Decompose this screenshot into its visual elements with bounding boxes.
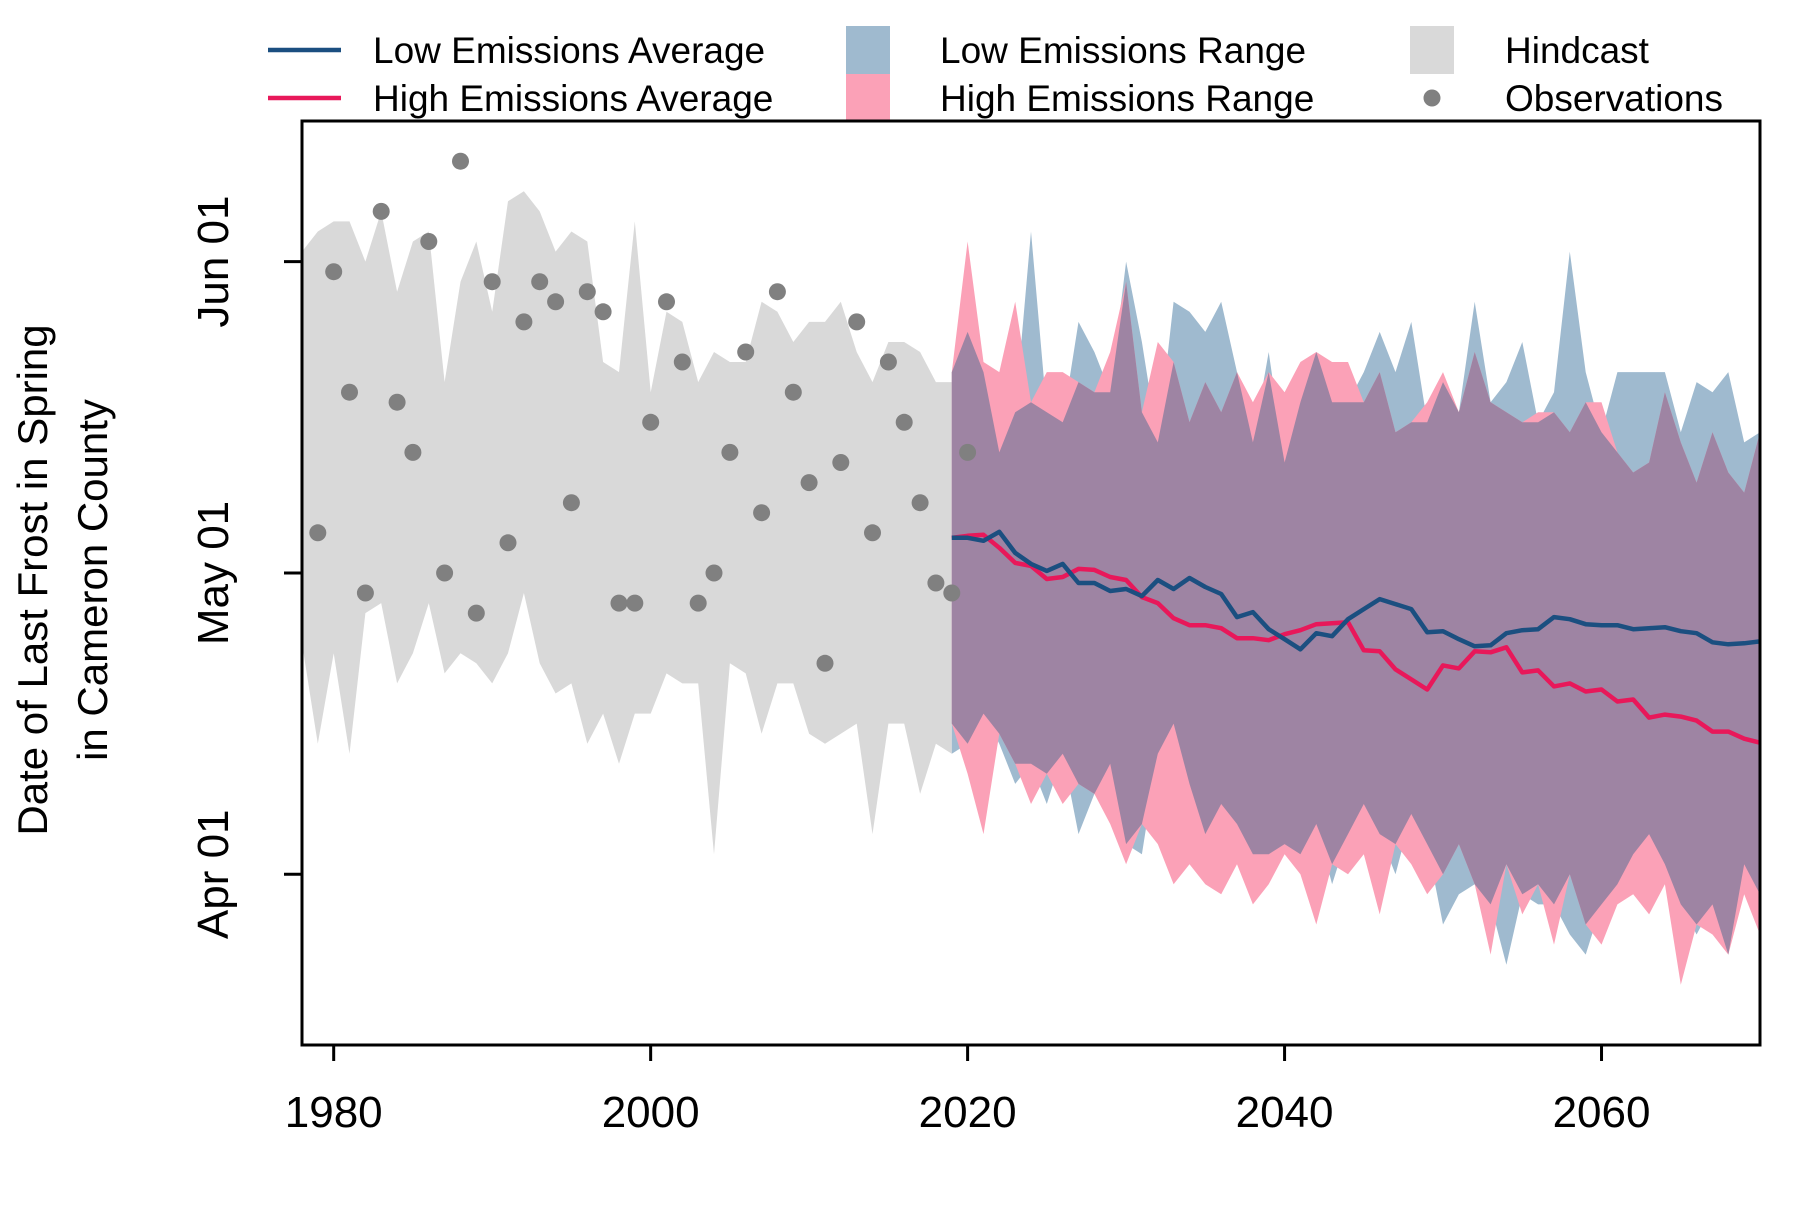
observation-point: [309, 524, 327, 542]
observation-point: [404, 443, 422, 461]
x-tick-label: 2040: [1236, 1088, 1334, 1137]
observation-point: [848, 313, 866, 331]
observation-point: [356, 584, 374, 602]
observation-point: [832, 454, 850, 471]
observation-point: [879, 353, 897, 371]
plot-fills: [302, 191, 1760, 985]
observation-point: [341, 383, 358, 401]
observation-point: [737, 343, 755, 361]
observation-point: [562, 494, 580, 512]
legend-label-hindcast: Hindcast: [1505, 30, 1650, 71]
observation-point: [578, 283, 596, 301]
observation-point: [768, 283, 786, 301]
observation-point: [895, 413, 913, 431]
legend-symbol-observations: [1423, 89, 1441, 107]
observation-point: [610, 594, 628, 612]
legend-symbol-hindcast: [1410, 26, 1454, 74]
observation-point: [531, 273, 549, 291]
observation-points: [309, 152, 977, 672]
legend-symbol-low-emissions-range: [846, 26, 890, 74]
observation-point: [705, 564, 723, 582]
x-tick-label: 2000: [602, 1088, 700, 1137]
x-tick-label: 1980: [285, 1088, 383, 1137]
y-axis-title-line-1: Date of Last Frost in Spring: [9, 324, 56, 835]
observation-point: [800, 474, 818, 492]
legend-label-low-emissions-range: Low Emissions Range: [940, 30, 1306, 71]
legend: Low Emissions Average High Emissions Aver…: [268, 26, 1723, 122]
high-emissions-average-line: [951, 532, 1760, 745]
observation-point: [784, 383, 802, 401]
observation-point: [721, 443, 739, 461]
legend-label-observations: Observations: [1505, 78, 1723, 119]
observation-point: [864, 524, 881, 542]
x-tick-label: 2020: [919, 1088, 1017, 1137]
observation-point: [515, 313, 533, 331]
observation-point: [452, 152, 469, 170]
observation-point: [689, 594, 707, 612]
observation-point: [499, 534, 517, 552]
y-tick-label: Jun 01: [189, 196, 238, 328]
x-tick-label: 2060: [1553, 1088, 1651, 1137]
hindcast-range-band: [302, 191, 952, 855]
legend-label-high-emissions-average: High Emissions Average: [373, 78, 773, 119]
observation-point: [547, 293, 565, 311]
observation-point: [642, 413, 660, 431]
observation-point: [753, 504, 771, 522]
observation-point: [388, 393, 406, 411]
observation-point: [420, 233, 438, 250]
observation-point: [816, 654, 834, 672]
observation-point: [927, 574, 945, 592]
observation-point: [483, 273, 501, 291]
y-tick-label: May 01: [189, 501, 238, 645]
y-axis-title-line-2: in Cameron County: [69, 399, 116, 761]
x-axis: 1980 2000 2020 2040 2060: [285, 1043, 1651, 1137]
low-emissions-average-line: [951, 529, 1760, 652]
observation-point: [594, 303, 612, 321]
y-tick-label: Apr 01: [189, 809, 238, 939]
observation-point: [943, 584, 961, 602]
observation-point: [959, 443, 977, 461]
observation-point: [658, 293, 675, 311]
plot-lines: [951, 529, 1760, 745]
observation-point: [911, 494, 929, 512]
observation-point: [626, 594, 644, 612]
observation-point: [372, 202, 390, 220]
observation-point: [673, 353, 691, 371]
legend-symbol-high-emissions-range: [846, 74, 890, 122]
legend-label-low-emissions-average: Low Emissions Average: [373, 30, 765, 71]
emissions-range-overlap-band: [951, 281, 1760, 955]
y-axis: Apr 01 May 01 Jun 01: [189, 196, 304, 939]
observation-point: [436, 564, 454, 582]
observation-point: [467, 604, 485, 622]
legend-label-high-emissions-range: High Emissions Range: [940, 78, 1314, 119]
observation-point: [325, 263, 343, 281]
